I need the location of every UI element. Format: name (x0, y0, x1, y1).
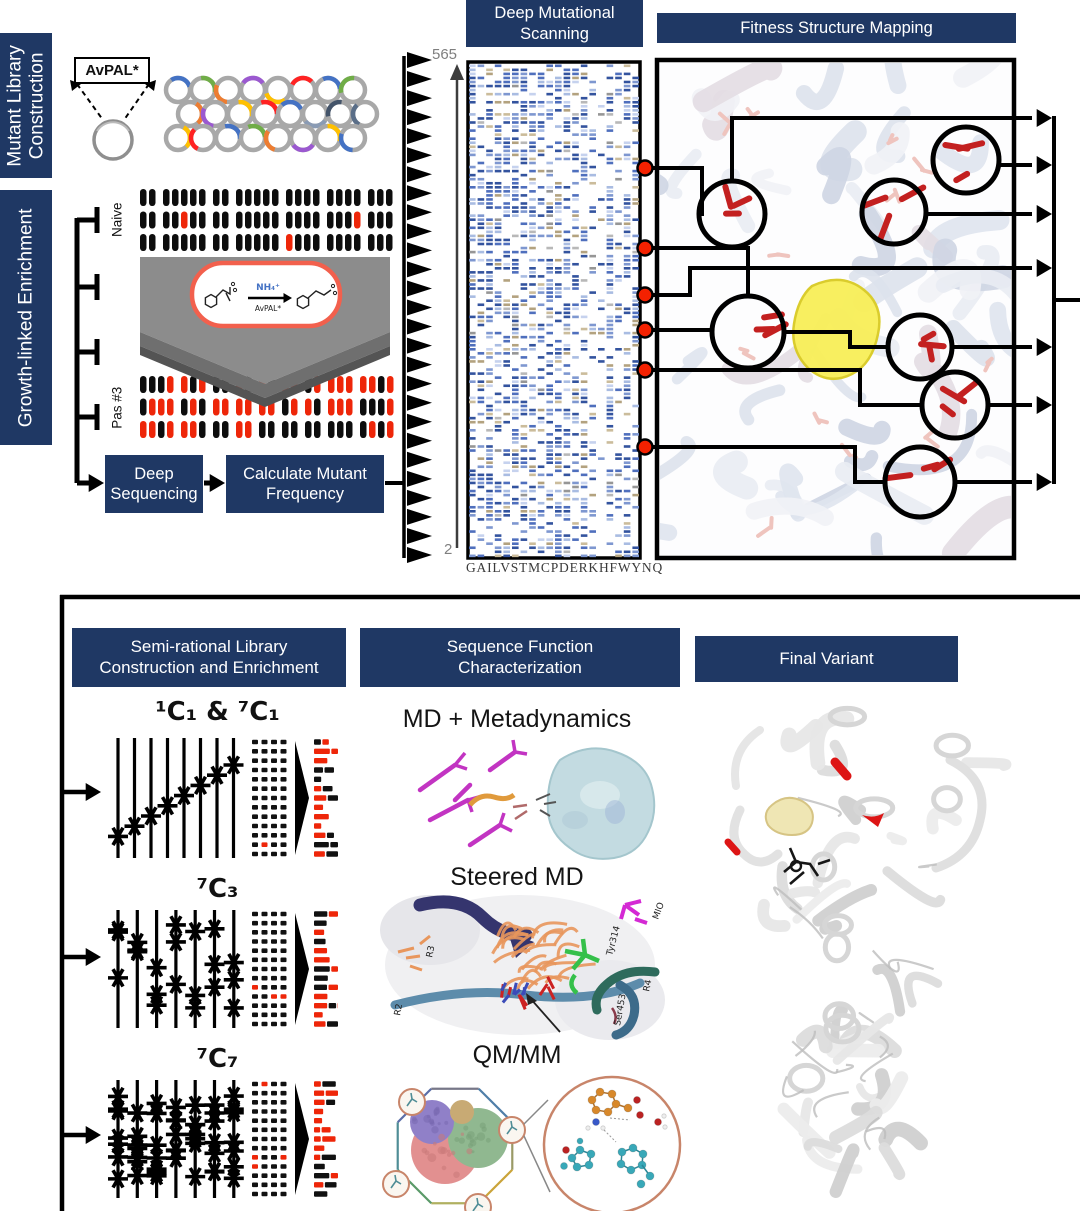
dms-header: Deep Mutational Scanning (466, 0, 643, 47)
pass-arrow-rail (402, 52, 432, 563)
library-2-art (108, 910, 338, 1028)
sidebar-label-text: Mutant Library Construction (4, 44, 47, 167)
dms-amino-acid-axis: GAILVSTMCPDERKHFWYNQ (466, 560, 664, 575)
naive-pill-rows (140, 189, 393, 251)
hotspot-circle-3 (930, 124, 1002, 196)
mutant-library-art (70, 75, 380, 161)
final-variant-header: Final Variant (695, 636, 958, 682)
cell-reaction-art: NH₄⁺ AvPAL* (204, 281, 338, 313)
steered-annotation-r4: R4 (642, 979, 654, 993)
sequence-function-header: Sequence Function Characterization (360, 628, 680, 687)
fitness-header: Fitness Structure Mapping (657, 13, 1016, 43)
semirational-header: Semi-rational Library Construction and E… (72, 628, 346, 687)
fitness-panel (654, 57, 1017, 561)
method-metadynamics-label: MD + Metadynamics (402, 705, 632, 733)
sidebar-label-growth-linked-enrichment: Growth-linked Enrichment (0, 190, 52, 445)
library-1-art (108, 738, 338, 858)
steered-annotation-r2: R2 (393, 1003, 405, 1017)
final-variant-art (724, 705, 1012, 1198)
dms-heatmap (466, 60, 642, 560)
stage2-box (59, 594, 1080, 1211)
deep-sequencing-box: Deep Sequencing (105, 455, 203, 513)
dms-residue-axis-arrow (450, 64, 464, 548)
library-2-label: ⁷C₃ (196, 874, 239, 904)
enrichment-rail (74, 207, 404, 492)
library-3-art (108, 1080, 338, 1198)
metadynamics-art (417, 739, 656, 860)
library-3-label: ⁷C₇ (196, 1044, 239, 1074)
method-steered-md-label: Steered MD (450, 863, 584, 891)
dms-top-residue: 565 (432, 46, 458, 63)
cell-enzyme-label: AvPAL* (255, 304, 281, 313)
sidebar-label-text: Growth-linked Enrichment (15, 208, 37, 427)
selection-funnel (140, 257, 390, 407)
protein-cartoon-art (660, 63, 1011, 555)
ammonium-label: NH₄⁺ (256, 283, 280, 293)
pass3-row-label: Pas #3 (109, 386, 125, 430)
fitness-connectors (645, 109, 1080, 491)
steered-annotation-mio: MIO (651, 901, 666, 921)
calculate-mutant-frequency-box: Calculate Mutant Frequency (226, 455, 384, 513)
method-qmmm-label: QM/MM (472, 1041, 562, 1069)
qmmm-art (382, 1075, 682, 1211)
naive-row-label: Naive (109, 202, 125, 238)
dms-bottom-residue: 2 (444, 541, 453, 558)
steered-annotation-r3: R3 (425, 945, 437, 959)
sidebar-label-mutant-library-construction: Mutant Library Construction (0, 33, 52, 178)
dms-residue-dots (636, 159, 654, 456)
avpal-gene-box: AvPAL* (74, 57, 150, 84)
library-1-label: ¹C₁ & ⁷C₁ (155, 697, 280, 727)
